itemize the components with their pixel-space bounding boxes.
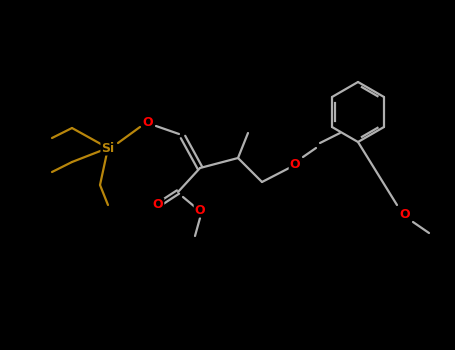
Text: O: O (290, 159, 300, 172)
Text: O: O (143, 116, 153, 128)
Text: Si: Si (101, 141, 115, 154)
Text: O: O (195, 203, 205, 217)
Text: O: O (153, 198, 163, 211)
Text: O: O (399, 209, 410, 222)
